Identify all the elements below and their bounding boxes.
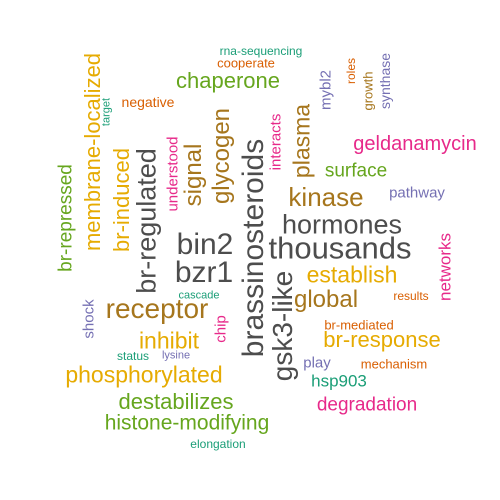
- word-cascade: cascade: [178, 289, 220, 302]
- word-bzr1: bzr1: [174, 256, 234, 289]
- word-br-induced: br-induced: [109, 148, 134, 252]
- word-understood: understood: [164, 136, 182, 212]
- word-cooperate: cooperate: [217, 55, 275, 71]
- word-br-regulated: br-regulated: [131, 148, 162, 294]
- word-negative: negative: [121, 94, 175, 110]
- word-hormones: hormones: [281, 209, 403, 240]
- word-brassinosteroids: brassinosteroids: [237, 138, 270, 358]
- word-plasma: plasma: [288, 103, 315, 179]
- word-synthase: synthase: [377, 52, 393, 110]
- word-networks: networks: [435, 232, 455, 302]
- word-kinase: kinase: [288, 182, 364, 212]
- word-degradation: degradation: [316, 394, 418, 416]
- word-bin2: bin2: [176, 228, 234, 261]
- word-growth: growth: [360, 71, 376, 111]
- word-thousands: thousands: [268, 230, 412, 266]
- word-target: target: [100, 97, 113, 127]
- word-chip: chip: [212, 315, 230, 343]
- word-hsp903: hsp903: [311, 371, 367, 391]
- word-signal: signal: [180, 143, 207, 207]
- word-mechanism: mechanism: [360, 356, 428, 372]
- word-inhibit: inhibit: [138, 327, 200, 354]
- word-global: global: [293, 286, 359, 313]
- word-mybl2: mybl2: [317, 69, 335, 111]
- word-status: status: [116, 349, 150, 363]
- word-br-repressed: br-repressed: [55, 164, 77, 272]
- word-surface: surface: [324, 160, 388, 182]
- word-phosphorylated: phosphorylated: [65, 361, 223, 388]
- word-pathway: pathway: [389, 184, 445, 202]
- word-rna-sequencing: rna-sequencing: [219, 44, 303, 58]
- word-roles: roles: [344, 57, 358, 85]
- word-br-response: br-response: [323, 327, 441, 352]
- word-play: play: [303, 354, 331, 372]
- word-glycogen: glycogen: [208, 107, 235, 205]
- word-receptor: receptor: [105, 293, 209, 324]
- word-establish: establish: [306, 261, 398, 288]
- word-geldanamycin: geldanamycin: [353, 133, 477, 155]
- word-br-mediated: br-mediated: [324, 317, 394, 333]
- word-membrane-localized: membrane-localized: [80, 52, 105, 252]
- word-lysine: lysine: [161, 349, 191, 362]
- word-results: results: [393, 289, 429, 303]
- word-destabilizes: destabilizes: [118, 389, 234, 414]
- word-chaperone: chaperone: [176, 68, 280, 93]
- word-shock: shock: [80, 299, 98, 339]
- word-elongation: elongation: [190, 437, 246, 451]
- word-interacts: interacts: [267, 113, 285, 171]
- word-histone-modifying: histone-modifying: [104, 411, 270, 435]
- word-gsk3-like: gsk3-like: [267, 270, 298, 382]
